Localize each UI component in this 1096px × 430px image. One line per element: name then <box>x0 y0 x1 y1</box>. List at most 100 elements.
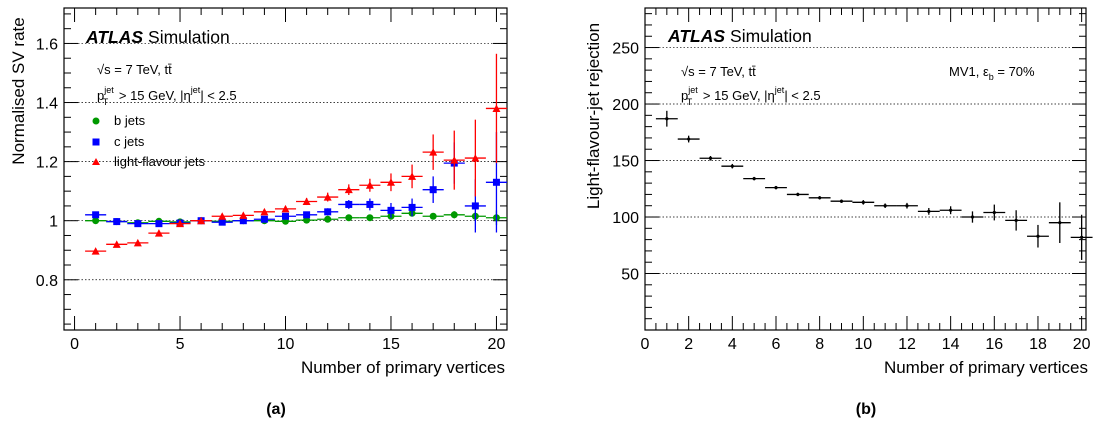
y-tick-label: 1.4 <box>36 96 58 113</box>
atlas-label: ATLAS Simulation <box>667 26 812 46</box>
data-point <box>970 215 975 219</box>
data-point <box>883 204 887 208</box>
data-point <box>260 207 269 216</box>
legend-marker-light <box>92 158 100 165</box>
series-0 <box>655 110 1093 260</box>
data-point <box>492 178 500 186</box>
data-markers <box>85 53 507 255</box>
energy-label: √s = 7 TeV, tt̄ <box>681 64 756 79</box>
data-point <box>992 210 996 215</box>
legend-marker-c <box>92 138 100 146</box>
y-tick-label: 100 <box>612 210 639 227</box>
x-tick-label: 20 <box>1073 336 1091 353</box>
data-point <box>324 215 332 223</box>
data-point <box>492 104 501 112</box>
data-markers <box>655 110 1093 260</box>
x-tick-label: 15 <box>382 336 400 353</box>
x-tick-label: 6 <box>772 336 781 353</box>
data-point <box>861 200 865 204</box>
x-tick-label: 0 <box>70 336 79 353</box>
data-point <box>218 218 226 226</box>
data-point <box>1014 218 1018 223</box>
y-tick-labels: 50 100 150 200 250 <box>612 41 639 284</box>
data-point <box>239 217 247 225</box>
data-point <box>303 216 311 224</box>
data-point <box>429 212 437 220</box>
data-point <box>818 196 822 200</box>
y-tick-label: 1 <box>49 214 58 231</box>
data-point <box>408 172 417 180</box>
legend-label-light: light-flavour jets <box>114 154 206 169</box>
x-tick-label: 12 <box>898 336 916 353</box>
x-tick-label: 16 <box>985 336 1003 353</box>
data-point <box>796 192 800 197</box>
y-tick-label: 50 <box>621 267 639 284</box>
data-point <box>239 211 248 219</box>
energy-label: √s = 7 TeV, tt̄ <box>97 62 172 77</box>
data-point <box>839 199 844 203</box>
data-point <box>429 148 438 156</box>
data-point <box>302 197 311 205</box>
data-point <box>366 214 374 222</box>
data-point <box>112 240 121 248</box>
data-point <box>324 208 332 216</box>
data-point <box>176 219 185 228</box>
atlas-label: ATLAS Simulation <box>85 27 230 47</box>
data-point <box>665 117 669 121</box>
data-point <box>155 220 163 228</box>
y-tick-label: 1.2 <box>36 155 58 172</box>
jet-selection-label: pjet T > 15 GeV, |ηjet| < 2.5 <box>681 85 821 107</box>
y-tick-label: 0.8 <box>36 273 58 290</box>
series-c-jets <box>85 132 507 233</box>
panel-a: 0 5 10 15 20 0.8 1 1.2 1.4 1.6 Number of primary… <box>9 7 508 418</box>
y-tick-label: 200 <box>612 97 639 114</box>
data-point <box>1080 235 1084 239</box>
data-point <box>730 164 734 168</box>
data-point <box>365 181 374 189</box>
y-tick-label: 150 <box>612 154 639 171</box>
legend: b jets c jets light-flavour jets <box>92 113 206 169</box>
data-point <box>708 156 713 160</box>
x-tick-labels: 0 2 4 6 8 10 12 14 16 18 20 <box>641 336 1091 353</box>
plot-frame <box>63 7 508 331</box>
data-point <box>197 216 206 225</box>
x-axis-title: Number of primary vertices <box>301 358 505 377</box>
series-light-flavour-jets <box>85 53 507 255</box>
data-point <box>134 220 142 228</box>
data-point <box>92 217 100 225</box>
x-tick-label: 14 <box>942 336 960 353</box>
y-tick-labels: 0.8 1 1.2 1.4 1.6 <box>36 36 58 289</box>
data-point <box>450 156 459 164</box>
data-point <box>92 211 100 219</box>
panel-label-a: (a) <box>266 401 286 418</box>
data-point <box>366 200 374 208</box>
data-point <box>471 154 480 162</box>
data-point <box>345 214 353 222</box>
data-point <box>429 186 437 194</box>
tagger-label: MV1, εb = 70% <box>949 64 1035 82</box>
data-point <box>905 204 909 208</box>
data-point <box>408 203 416 211</box>
data-point <box>91 247 100 255</box>
panel-label-b: (b) <box>856 401 876 418</box>
data-point <box>752 177 756 181</box>
legend-marker-b <box>92 117 100 125</box>
data-point <box>450 211 458 219</box>
data-point <box>323 193 332 201</box>
y-tick-label: 1.6 <box>36 36 58 53</box>
x-tick-label: 4 <box>728 336 737 353</box>
jet-selection-label: pjet T > 15 GeV, |ηjet| < 2.5 <box>97 85 237 107</box>
panel-b: 0 2 4 6 8 10 12 14 16 18 20 50 100 150 200 250 Number … <box>584 7 1093 418</box>
data-point <box>344 185 353 194</box>
data-point <box>154 229 163 237</box>
data-point <box>927 209 931 213</box>
y-axis-title: Normalised SV rate <box>9 17 28 164</box>
y-axis-title: Light-flavour-jet rejection <box>584 23 603 209</box>
axis-ticks <box>64 8 507 330</box>
data-point <box>282 212 289 220</box>
legend-label-b: b jets <box>114 113 146 128</box>
x-tick-label: 10 <box>854 336 872 353</box>
data-point <box>218 212 227 220</box>
data-point <box>1036 234 1040 238</box>
x-axis-title: Number of primary vertices <box>884 358 1088 377</box>
